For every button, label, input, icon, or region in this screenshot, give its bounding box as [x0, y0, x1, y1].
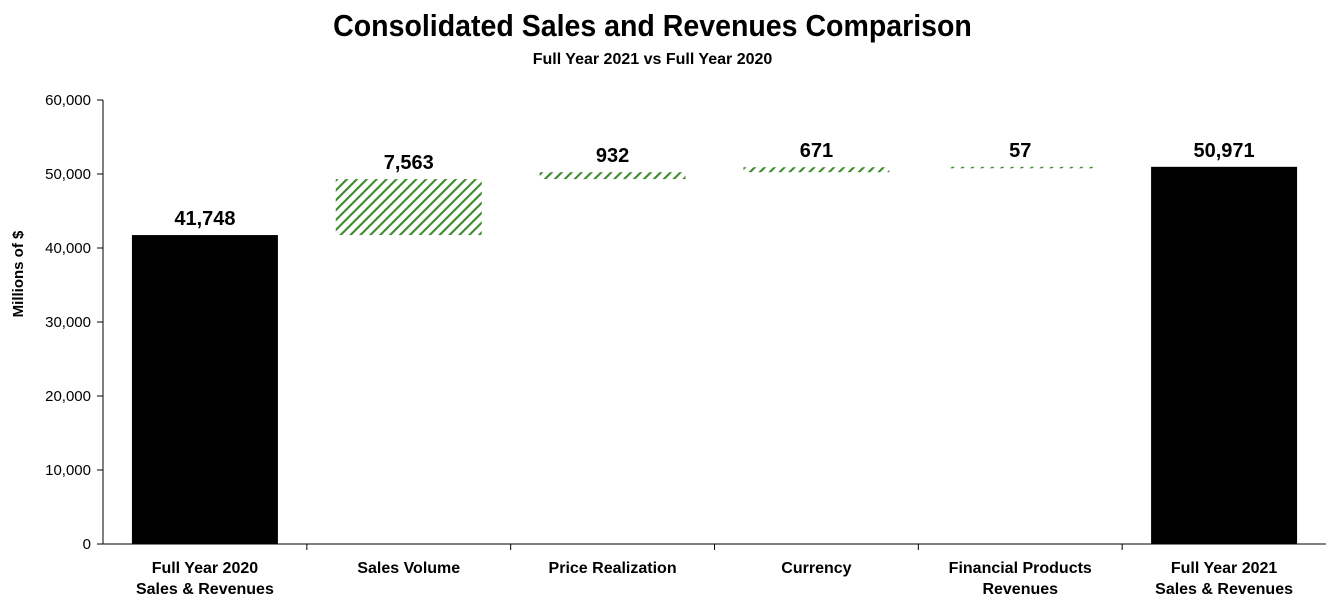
increase-bar [539, 172, 686, 180]
y-tick-label: 10,000 [45, 462, 91, 479]
x-category-label: Sales & Revenues [136, 581, 274, 598]
x-category-label: Price Realization [549, 560, 677, 577]
increase-bar [947, 166, 1094, 169]
x-category-label: Financial Products [949, 560, 1092, 577]
data-label: 7,563 [384, 152, 434, 174]
x-category-label: Revenues [982, 581, 1058, 598]
data-label: 41,748 [174, 208, 235, 230]
y-tick-label: 50,000 [45, 166, 91, 183]
data-label: 671 [800, 140, 833, 162]
data-label: 57 [1009, 140, 1031, 162]
y-tick-label: 40,000 [45, 240, 91, 257]
total-bar [131, 235, 278, 544]
chart-subtitle: Full Year 2021 vs Full Year 2020 [532, 51, 773, 68]
y-tick-label: 20,000 [45, 388, 91, 405]
total-bar [1151, 166, 1298, 544]
y-axis-title: Millions of $ [10, 230, 27, 317]
y-tick-label: 0 [83, 536, 91, 553]
x-category-label: Currency [781, 560, 851, 577]
chart-title: Consolidated Sales and Revenues Comparis… [333, 8, 972, 43]
data-label: 932 [596, 145, 629, 167]
data-label: 50,971 [1193, 140, 1254, 162]
y-tick-label: 60,000 [45, 92, 91, 109]
x-category-label: Sales Volume [357, 560, 460, 577]
x-category-label: Sales & Revenues [1155, 581, 1293, 598]
x-category-label: Full Year 2020 [152, 560, 259, 577]
increase-bar [743, 167, 890, 173]
x-category-label: Full Year 2021 [1171, 560, 1278, 577]
y-tick-label: 30,000 [45, 314, 91, 331]
increase-bar [335, 179, 482, 236]
